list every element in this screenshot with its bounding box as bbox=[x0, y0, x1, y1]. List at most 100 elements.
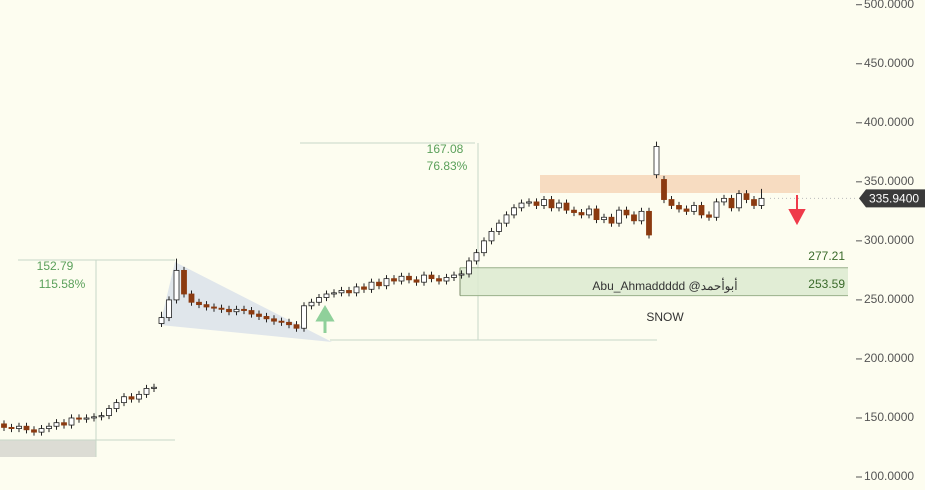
candle-body bbox=[346, 290, 352, 294]
measure-percent: 76.83% bbox=[427, 159, 468, 173]
candle-body bbox=[53, 422, 60, 427]
candle-body bbox=[398, 275, 405, 282]
watermark: Abu_Ahmaddddd @أبوأحمد bbox=[592, 278, 737, 293]
candle-body bbox=[526, 201, 532, 204]
candle-body bbox=[211, 306, 217, 309]
candle-body bbox=[728, 197, 735, 209]
candle-body bbox=[436, 278, 442, 282]
candle-body bbox=[83, 417, 90, 420]
candle-body bbox=[638, 210, 645, 222]
axis-bg bbox=[855, 0, 925, 490]
candle-body bbox=[428, 274, 435, 280]
candle-body bbox=[466, 260, 472, 275]
candle-body bbox=[451, 274, 457, 278]
candle-body bbox=[661, 179, 667, 200]
candle-body bbox=[338, 290, 345, 294]
measure-change: 152.79 bbox=[37, 259, 74, 273]
candle-body bbox=[481, 240, 487, 254]
candle-body bbox=[736, 193, 742, 209]
candle-body bbox=[263, 316, 270, 320]
candle-body bbox=[676, 205, 682, 210]
candle-body bbox=[91, 416, 97, 419]
y-tick-label: 500.0000 bbox=[864, 0, 914, 11]
last-price-box bbox=[859, 189, 925, 208]
candle-body bbox=[331, 292, 337, 295]
candle-body bbox=[143, 388, 150, 395]
candle-body bbox=[653, 146, 660, 176]
candle-body bbox=[413, 279, 420, 283]
candle-body bbox=[721, 197, 727, 203]
candle-body bbox=[511, 207, 517, 216]
candle-body bbox=[38, 428, 45, 433]
candle-body bbox=[181, 269, 187, 295]
candle-body bbox=[248, 310, 255, 315]
candle-body bbox=[1, 423, 7, 428]
candle-body bbox=[376, 281, 382, 287]
measure-box bbox=[0, 440, 96, 457]
candle-body bbox=[646, 210, 652, 236]
candle-body bbox=[106, 408, 112, 417]
candle-body bbox=[271, 318, 277, 322]
candle-body bbox=[226, 308, 232, 313]
y-tick-label: 250.0000 bbox=[864, 292, 914, 306]
plot-bg bbox=[0, 0, 855, 490]
candle-body bbox=[406, 275, 412, 281]
candle-body bbox=[8, 427, 15, 430]
candle-body bbox=[578, 212, 585, 216]
candle-body bbox=[98, 415, 105, 418]
candle-body bbox=[323, 293, 330, 298]
candle-body bbox=[556, 202, 562, 209]
candle-body bbox=[586, 208, 592, 216]
candle-body bbox=[278, 320, 285, 323]
y-tick-label: 450.0000 bbox=[864, 56, 914, 70]
measure-change: 167.08 bbox=[427, 142, 464, 156]
candle-body bbox=[616, 209, 622, 224]
candle-body bbox=[751, 199, 757, 206]
candle-body bbox=[518, 202, 525, 209]
candle-body bbox=[391, 278, 397, 282]
y-tick-label: 350.0000 bbox=[864, 174, 914, 188]
candle-body bbox=[136, 393, 142, 400]
candle-body bbox=[31, 429, 37, 433]
candle-body bbox=[443, 277, 450, 282]
candle-body bbox=[166, 299, 172, 319]
candle-body bbox=[533, 201, 540, 206]
candle-body bbox=[623, 209, 630, 216]
candle-body bbox=[16, 425, 22, 430]
candle-body bbox=[563, 202, 570, 211]
resistance-zone bbox=[540, 175, 800, 193]
candle-body bbox=[308, 301, 315, 307]
candle-body bbox=[46, 425, 52, 430]
candle-body bbox=[541, 199, 547, 206]
symbol: SNOW bbox=[646, 310, 684, 324]
candle-body bbox=[61, 422, 67, 426]
candle-body bbox=[68, 417, 75, 426]
y-tick-label: 300.0000 bbox=[864, 233, 914, 247]
down-arrow bbox=[788, 195, 806, 226]
up-arrow bbox=[315, 305, 335, 333]
candle-body bbox=[76, 417, 82, 420]
candle-body bbox=[173, 269, 180, 301]
candle-body bbox=[743, 193, 750, 200]
candle-body bbox=[241, 308, 247, 311]
level-label: 277.21 bbox=[808, 249, 845, 263]
candle-body bbox=[196, 301, 202, 306]
candle-body bbox=[353, 286, 360, 294]
candle-body bbox=[571, 209, 577, 213]
candle-body bbox=[361, 286, 367, 290]
y-tick-label: 150.0000 bbox=[864, 410, 914, 424]
candle-body bbox=[683, 208, 690, 212]
candle-body bbox=[151, 386, 157, 389]
level-label: 253.59 bbox=[808, 277, 845, 291]
candle-body bbox=[631, 214, 637, 222]
candle-body bbox=[698, 205, 705, 216]
candle-body bbox=[548, 199, 555, 209]
measure-percent: 115.58% bbox=[39, 277, 86, 291]
candle-body bbox=[503, 214, 510, 224]
candle-body bbox=[368, 281, 375, 290]
candle-body bbox=[706, 214, 712, 218]
candle-body bbox=[496, 222, 502, 232]
candle-body bbox=[421, 274, 427, 283]
candle-body bbox=[293, 324, 300, 329]
